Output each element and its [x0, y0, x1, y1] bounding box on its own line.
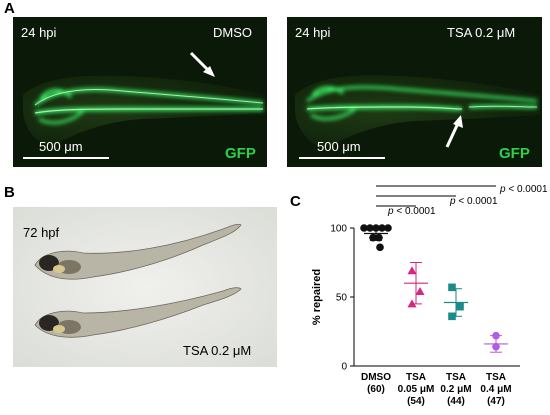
x-tick-label: TSA	[406, 372, 426, 383]
larva-top	[34, 223, 242, 280]
significance-label: p < 0.0001	[387, 206, 436, 217]
condition-label: DMSO	[213, 25, 252, 40]
y-tick-label: 100	[330, 224, 347, 235]
y-axis: 0 50 100 % repaired	[311, 224, 520, 373]
channel-label: GFP	[225, 145, 256, 162]
x-tick-label: (54)	[407, 396, 425, 407]
data-point	[384, 224, 392, 232]
fluorescence-image-dmso: 24 hpi DMSO 500 μm GFP	[13, 17, 267, 167]
brightfield-image: 72 hpf TSA 0.2 μM	[13, 207, 277, 367]
condition-label: TSA 0.2 μM	[447, 25, 516, 40]
x-tick-label: TSA	[446, 372, 466, 383]
data-point	[448, 312, 456, 321]
channel-label: GFP	[499, 145, 530, 162]
y-tick-label: 50	[336, 293, 348, 304]
time-label: 24 hpi	[21, 25, 57, 40]
y-axis-label: % repaired	[311, 269, 323, 325]
x-tick-label: TSA	[486, 372, 506, 383]
data-point	[375, 233, 383, 242]
group-2	[444, 283, 468, 321]
x-tick-label: (44)	[447, 396, 465, 407]
significance-label: p < 0.0001	[449, 196, 498, 207]
scale-label: 500 μm	[317, 139, 361, 154]
panel-a-letter: A	[4, 0, 15, 17]
data-point	[407, 266, 417, 275]
data-point	[407, 299, 417, 308]
significance-label: p < 0.0001	[499, 184, 548, 195]
x-tick-label: (47)	[487, 396, 505, 407]
scale-bar	[23, 157, 109, 159]
panel-c-letter: C	[290, 193, 301, 210]
data-point	[448, 283, 456, 292]
condition-label: TSA 0.2 μM	[183, 343, 252, 358]
group-1	[404, 262, 428, 308]
group-3	[484, 331, 508, 353]
data-point	[378, 224, 386, 232]
group-0	[360, 224, 392, 252]
arrow-icon	[203, 66, 215, 77]
stage-label: 72 hpf	[23, 225, 60, 240]
x-tick-label: 0.2 μM	[440, 384, 471, 395]
larva-bottom	[34, 287, 242, 338]
x-tick-label: (60)	[367, 384, 385, 395]
data-point	[360, 224, 368, 232]
scale-label: 500 μm	[39, 139, 83, 154]
data-point	[456, 302, 464, 311]
data-point	[366, 224, 374, 232]
scale-bar	[299, 157, 385, 159]
x-tick-label: 0.4 μM	[480, 384, 511, 395]
x-tick-label: 0.05 μM	[398, 384, 435, 395]
panel-b-letter: B	[4, 184, 15, 201]
data-point	[372, 224, 380, 232]
data-point	[492, 342, 500, 351]
data-points	[360, 224, 508, 353]
data-point	[376, 243, 384, 252]
data-point	[369, 233, 377, 242]
y-tick-label: 0	[341, 362, 347, 373]
arrow-icon	[453, 115, 463, 128]
x-tick-label: DMSO	[361, 372, 391, 383]
fluorescence-image-tsa: 24 hpi TSA 0.2 μM 500 μm GFP	[287, 17, 542, 167]
time-label: 24 hpi	[295, 25, 331, 40]
data-point	[415, 286, 425, 295]
data-point	[492, 331, 500, 340]
